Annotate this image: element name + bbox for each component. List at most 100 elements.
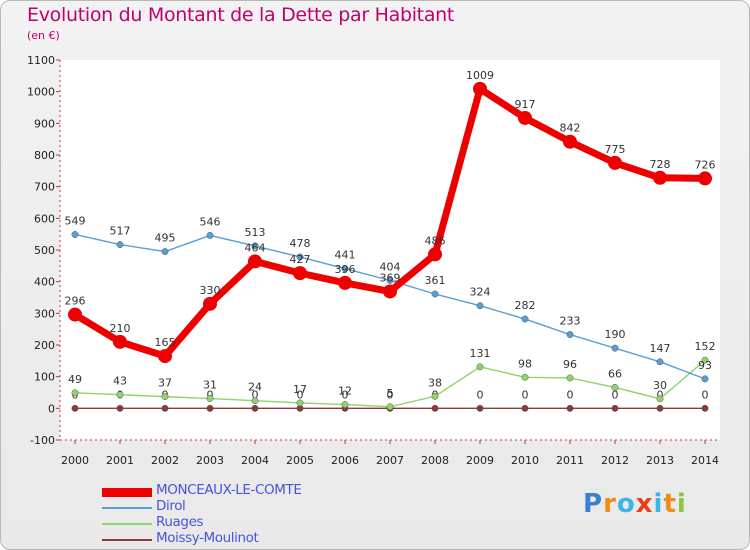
legend-swatch [102,539,152,541]
data-label-moissy-moulinot: 0 [387,388,394,401]
data-label-moissy-moulinot: 0 [342,388,349,401]
x-tick-label: 2001 [106,454,134,467]
data-point-monceaux-le-comte [203,296,217,311]
y-tick-label: 1100 [27,54,55,67]
data-point-ruages [656,395,664,403]
data-point-ruages [701,356,709,364]
data-label-monceaux-le-comte: 726 [695,158,716,171]
y-tick-label: 500 [34,244,55,257]
data-point-dirol [116,241,124,249]
data-label-dirol: 147 [650,342,671,355]
data-label-ruages: 38 [428,376,442,389]
data-point-monceaux-le-comte [698,171,712,186]
data-point-moissy-moulinot [431,404,439,412]
legend-label: Dirol [156,498,186,514]
data-label-monceaux-le-comte: 296 [65,295,86,308]
data-point-ruages [206,395,214,402]
data-label-monceaux-le-comte: 775 [605,143,626,156]
logo-letter: o [616,489,636,519]
data-label-ruages: 12 [338,385,352,398]
x-tick-label: 2008 [421,454,449,467]
x-tick-label: 2002 [151,454,179,467]
proxiti-logo: Proxiti [583,489,687,519]
data-label-monceaux-le-comte: 210 [110,322,131,335]
data-point-moissy-moulinot [611,404,619,412]
data-label-monceaux-le-comte: 165 [155,336,176,349]
data-point-dirol [296,253,304,261]
x-tick-label: 2012 [601,454,629,467]
data-point-dirol [206,231,214,239]
data-label-monceaux-le-comte: 396 [335,263,356,276]
data-point-moissy-moulinot [701,404,709,412]
data-point-dirol [521,315,529,323]
data-point-ruages [521,373,529,381]
data-point-ruages [71,389,79,397]
data-label-dirol: 549 [65,214,86,227]
data-point-monceaux-le-comte [563,134,577,149]
data-label-dirol: 546 [200,215,221,228]
data-label-dirol: 93 [698,359,712,372]
data-point-monceaux-le-comte [68,307,82,322]
logo-letter: t [663,489,677,519]
x-tick-label: 2013 [646,454,674,467]
x-tick-label: 2000 [61,454,89,467]
data-point-moissy-moulinot [566,404,574,412]
legend-swatch [102,507,152,509]
data-point-monceaux-le-comte [473,81,487,96]
legend-label: MONCEAUX-LE-COMTE [156,482,302,498]
logo-letter: x [635,489,654,519]
data-point-monceaux-le-comte [428,247,442,262]
chart-title: Evolution du Montant de la Dette par Hab… [27,4,455,26]
x-tick-label: 2005 [286,454,314,467]
logo-letter: P [583,489,604,519]
data-point-moissy-moulinot [116,404,124,412]
data-label-monceaux-le-comte: 464 [245,241,266,254]
data-label-ruages: 66 [608,367,622,380]
y-tick-label: 300 [34,307,55,320]
data-label-ruages: 37 [158,377,172,390]
data-point-monceaux-le-comte [653,170,667,185]
data-point-moissy-moulinot [251,404,259,412]
data-label-moissy-moulinot: 0 [612,388,619,401]
logo-letter: i [676,489,687,519]
data-label-moissy-moulinot: 0 [522,388,529,401]
y-tick-label: -100 [30,434,55,447]
data-point-dirol [71,231,79,238]
data-label-dirol: 513 [245,226,266,239]
data-point-monceaux-le-comte [293,266,307,281]
data-point-dirol [611,344,619,352]
data-label-moissy-moulinot: 0 [252,388,259,401]
data-point-moissy-moulinot [161,404,169,412]
data-label-monceaux-le-comte: 369 [380,271,401,284]
logo-letter: i [653,489,664,519]
data-label-ruages: 30 [653,379,667,392]
data-label-ruages: 131 [470,347,491,360]
data-point-monceaux-le-comte [338,275,352,290]
data-label-ruages: 49 [68,373,82,386]
data-point-dirol [656,358,664,366]
data-label-moissy-moulinot: 0 [567,388,574,401]
data-point-ruages [116,391,124,399]
data-label-monceaux-le-comte: 842 [560,122,581,135]
y-tick-label: 700 [34,181,55,194]
data-label-moissy-moulinot: 0 [477,388,484,401]
y-tick-label: 600 [34,212,55,225]
y-tick-label: 900 [34,117,55,130]
data-label-ruages: 17 [293,383,307,396]
x-tick-label: 2014 [691,454,719,467]
data-label-dirol: 190 [605,328,626,341]
data-label-dirol: 233 [560,315,581,328]
data-point-dirol [386,276,394,284]
data-label-dirol: 478 [290,237,311,250]
data-label-monceaux-le-comte: 427 [290,253,311,266]
data-label-ruages: 98 [518,357,532,370]
data-label-dirol: 441 [335,249,356,262]
data-point-dirol [341,265,349,273]
x-tick-label: 2003 [196,454,224,467]
legend-swatch [102,523,152,525]
data-label-monceaux-le-comte: 486 [425,234,446,247]
x-tick-label: 2010 [511,454,539,467]
data-point-dirol [251,242,259,250]
chart-subtitle: (en €) [27,29,60,42]
